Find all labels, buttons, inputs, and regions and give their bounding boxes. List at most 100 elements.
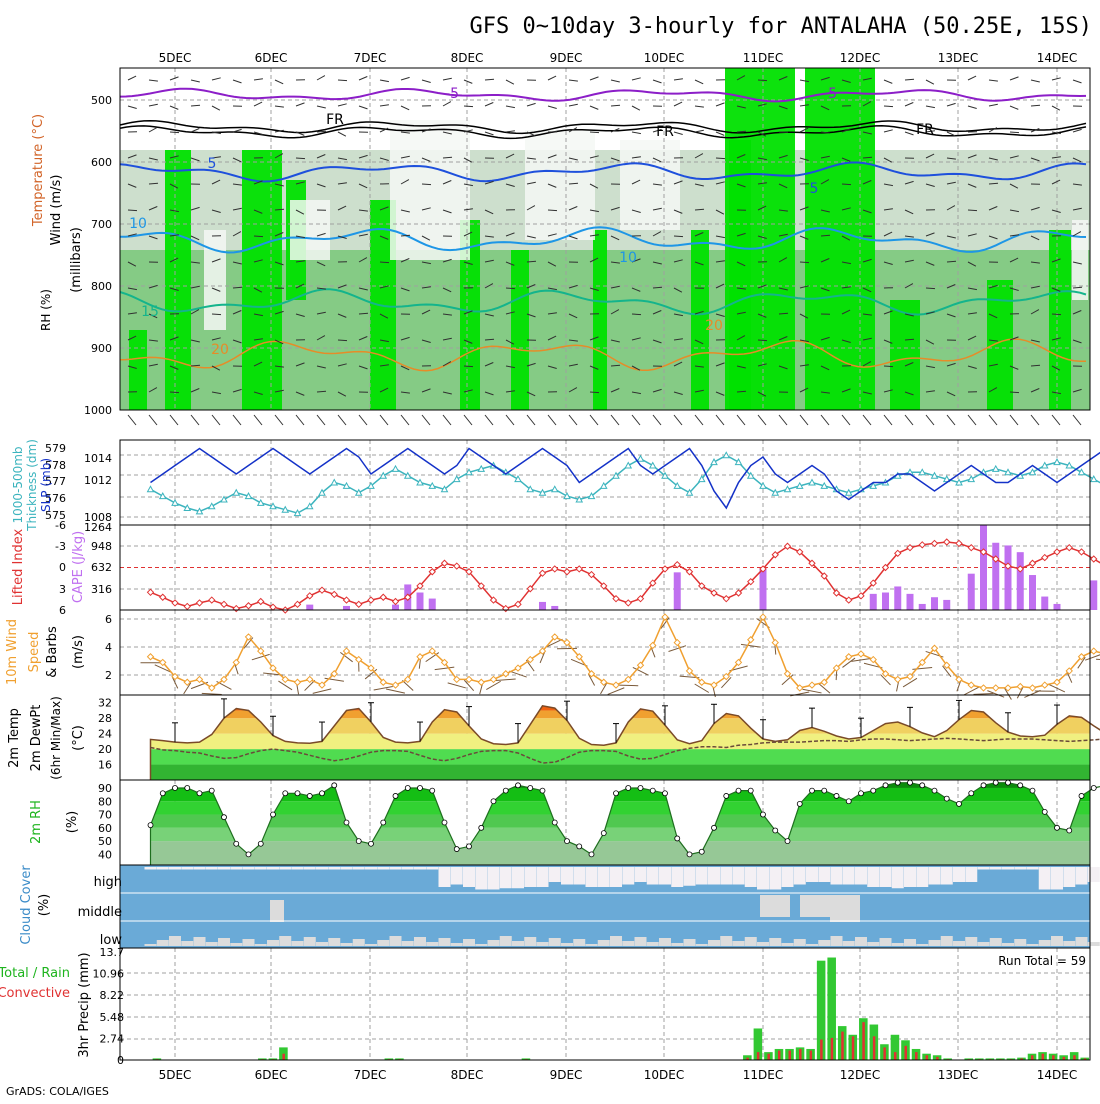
rh2m-point <box>467 844 472 849</box>
temp-band <box>120 734 1090 749</box>
rh2m-point <box>148 823 153 828</box>
cape-bar <box>919 604 926 610</box>
cape-ytick: 1264 <box>84 521 112 534</box>
day-label-top: 5DEC <box>159 51 192 65</box>
cloud-high-clear <box>757 867 769 890</box>
li-label: Lifted Index <box>11 528 26 605</box>
thickness-point <box>515 476 521 482</box>
rh2m-point <box>454 847 459 852</box>
wind-barb-1000 <box>1073 415 1081 425</box>
thickness-point <box>552 486 558 492</box>
rh2m-point <box>859 791 864 796</box>
contour-label: FR <box>656 124 674 140</box>
lifted-index-point <box>344 597 350 603</box>
slp-label-left1: 1000-500mb <box>11 446 25 523</box>
wind-barb <box>464 366 473 367</box>
wind-barb-1000 <box>1052 415 1060 425</box>
cloud-low-bar <box>267 940 279 946</box>
wind-barb-1000 <box>926 415 934 425</box>
cloud-level-middle: middle <box>78 905 122 920</box>
cloud-low-bar <box>341 943 353 946</box>
wind-barb-1000 <box>254 415 262 425</box>
rh2m-point <box>491 799 496 804</box>
wind-barb-1000 <box>149 415 157 425</box>
cloud-low-bar <box>402 941 414 946</box>
wind10-point <box>674 640 680 646</box>
cloud-high-clear <box>439 867 451 887</box>
wind10-ytick: 2 <box>105 669 112 682</box>
cape-bar <box>870 594 877 610</box>
wind-barb <box>338 340 347 341</box>
wind-barb-1000 <box>842 415 850 425</box>
cloud-high-clear <box>1014 867 1026 870</box>
rh2m-point <box>479 825 484 830</box>
day-label-top: 13DEC <box>938 51 978 65</box>
cloud-high-clear <box>671 867 683 887</box>
cloud-low-bar <box>1076 937 1088 946</box>
wind10-point <box>968 682 974 688</box>
rh2m-point <box>748 788 753 793</box>
cloud-high-clear <box>622 867 634 885</box>
wind-barb-1000 <box>905 415 913 425</box>
wind10-point <box>858 651 864 657</box>
rh2m-point <box>724 793 729 798</box>
wind-barb <box>380 262 389 263</box>
rh2m-point <box>565 839 570 844</box>
rh2m-point <box>810 788 815 793</box>
wind10-point <box>748 637 754 643</box>
precip-conv-bar <box>1052 1055 1055 1060</box>
thickness-point <box>172 500 178 506</box>
cloud-high-clear <box>769 867 781 890</box>
upper-ytick: 700 <box>91 218 112 231</box>
day-label-bottom: 14DEC <box>1037 1068 1077 1082</box>
wind-barb-1000 <box>800 415 808 425</box>
cloud-low-bar <box>365 944 377 946</box>
thickness-ytick: 579 <box>45 442 66 455</box>
cloud-high-clear <box>316 867 328 870</box>
cloud-high-clear <box>1039 867 1051 890</box>
temp-ytick: 16 <box>98 759 112 772</box>
rh-plume <box>511 250 529 410</box>
day-label-top: 11DEC <box>743 51 783 65</box>
rh-plume <box>1049 230 1071 410</box>
cape-bar <box>760 568 767 610</box>
cape-ytick: 948 <box>91 540 112 553</box>
rh2m-point <box>883 783 888 788</box>
rh2m-point <box>344 820 349 825</box>
cloud-high-clear <box>990 867 1002 870</box>
cloud-low-bar <box>610 936 622 946</box>
cape-bar <box>907 594 914 610</box>
cloud-low-bar <box>194 937 206 946</box>
wind-barb-1000 <box>338 415 346 425</box>
wind10-point <box>1091 648 1097 654</box>
lifted-index-point <box>723 596 729 602</box>
lifted-index-point <box>331 591 337 597</box>
upper-ytick: 900 <box>91 342 112 355</box>
wind-barb-1000 <box>212 415 220 425</box>
temp-band <box>120 765 1090 780</box>
rh2m-point <box>687 852 692 857</box>
rh2m-point <box>1067 828 1072 833</box>
rh2m-point <box>773 828 778 833</box>
li-ytick: -3 <box>55 540 66 553</box>
lifted-index-point <box>1054 549 1060 555</box>
rh2m-point <box>1018 783 1023 788</box>
cape-bar <box>1017 552 1024 610</box>
rh2m-point <box>295 791 300 796</box>
precip-label-axis: 3hr Precip (mm) <box>77 952 92 1057</box>
rh2m-point <box>1042 809 1047 814</box>
wind-barb <box>212 314 221 315</box>
wind10-point <box>307 676 313 682</box>
day-label-bottom: 8DEC <box>451 1068 484 1082</box>
rh2m-point <box>528 785 533 790</box>
wind10-point <box>478 679 484 685</box>
lifted-index-point <box>221 601 227 607</box>
cloud-high-clear <box>1002 867 1014 870</box>
rh-dry-zone <box>620 140 680 230</box>
rh2m-point <box>712 825 717 830</box>
panel-frame-precip <box>120 948 1090 1060</box>
thickness-point <box>564 493 570 499</box>
rh2m-point <box>993 780 998 785</box>
slp-ytick: 1012 <box>84 474 112 487</box>
thickness-point <box>968 476 974 482</box>
